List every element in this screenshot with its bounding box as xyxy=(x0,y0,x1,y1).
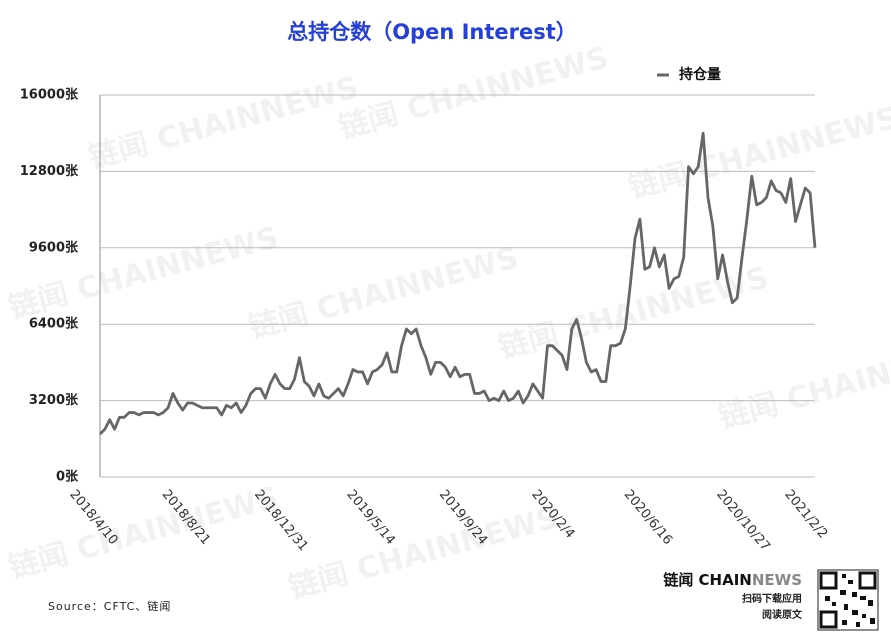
y-tick-label: 16000张 xyxy=(20,88,79,103)
watermarks: 链闻 CHAINNEWS 链闻 CHAINNEWS 链闻 CHAINNEWS 链… xyxy=(5,40,891,606)
source: Source：CFTC、链闻 xyxy=(48,599,171,613)
watermark: 链闻 CHAINNEWS xyxy=(5,480,282,586)
logo-line: 阅读原文 xyxy=(762,608,803,621)
x-tick-label: 2019/5/14 xyxy=(343,487,397,548)
y-tick-label: 3200张 xyxy=(29,393,79,408)
y-tick-label: 0张 xyxy=(56,470,79,485)
logo: 链闻 CHAINNEWS xyxy=(663,571,802,589)
watermark: 链闻 CHAINNEWS xyxy=(625,100,891,206)
logo-accent: NEWS xyxy=(752,571,802,589)
x-tick-label: 2021/2/2 xyxy=(781,487,830,541)
y-tick-label: 6400张 xyxy=(29,317,79,332)
series-line xyxy=(99,131,817,436)
x-tick-label: 2020/10/27 xyxy=(713,487,773,554)
x-tick-label: 2020/6/16 xyxy=(621,487,675,548)
y-tick-label: 9600张 xyxy=(29,240,79,255)
qr-code xyxy=(817,569,879,631)
legend-label: 持仓量 xyxy=(679,66,721,83)
watermark: 链闻 CHAINNEWS xyxy=(5,220,282,326)
y-tick-label: 12800张 xyxy=(20,164,79,179)
legend: 持仓量 xyxy=(657,66,721,83)
chart-title: 总持仓数（Open Interest） xyxy=(287,20,577,44)
watermark: 链闻 CHAINNEWS xyxy=(715,330,891,436)
watermark: 链闻 CHAINNEWS xyxy=(495,260,772,366)
watermark: 链闻 CHAINNEWS xyxy=(85,70,362,176)
x-tick-label: 2018/12/31 xyxy=(251,487,311,554)
watermark: 链闻 CHAINNEWS xyxy=(285,500,562,606)
logo-line: 扫码下载应用 xyxy=(742,592,802,605)
logo-main: 链闻 CHAIN xyxy=(663,571,752,589)
watermark: 链闻 CHAINNEWS xyxy=(335,40,612,146)
watermark: 链闻 CHAINNEWS xyxy=(245,240,522,346)
